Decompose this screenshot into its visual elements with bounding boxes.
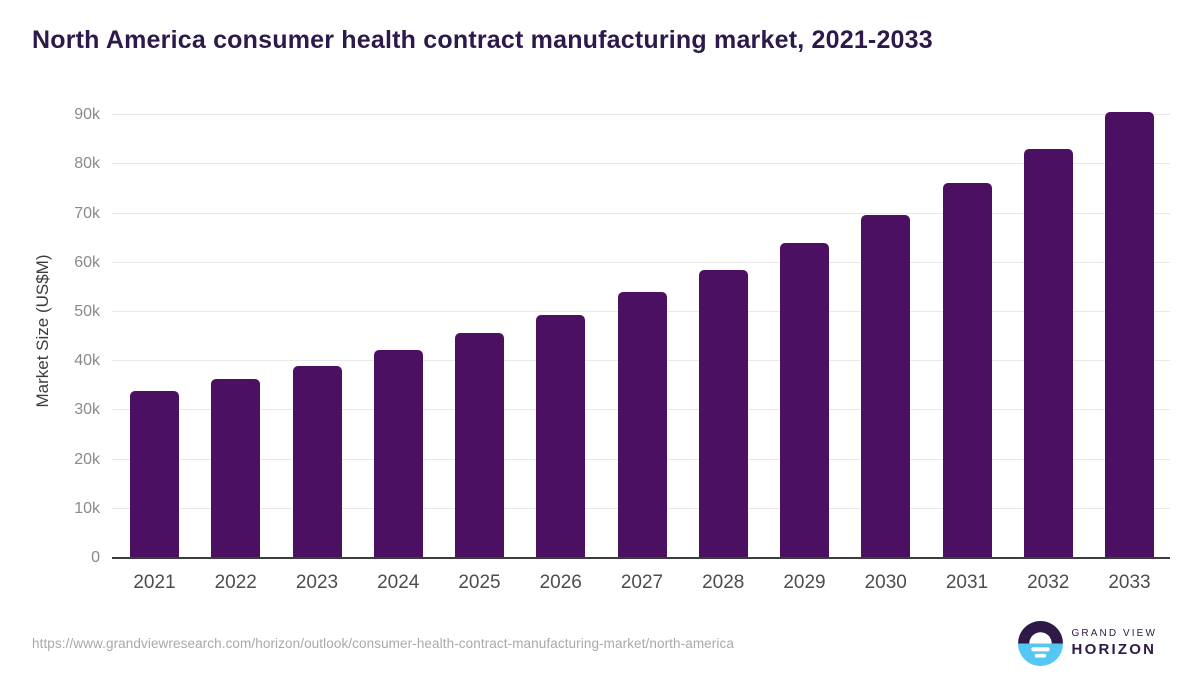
x-tick-label-2021: 2021 [133,572,176,593]
footer: https://www.grandviewresearch.com/horizo… [0,618,1200,668]
gridline-90k [112,114,1170,116]
x-tick-label-2023: 2023 [295,572,339,593]
grand-view-horizon-logo: GRAND VIEW HORIZON [1017,620,1157,666]
source-url: https://www.grandviewresearch.com/horizo… [32,635,734,651]
bar-2029[interactable] [780,242,829,558]
bar-2025[interactable] [455,333,504,558]
horizon-sunset-icon [1017,620,1063,666]
bar-2031[interactable] [942,182,992,558]
x-tick-label-2026: 2026 [539,572,582,593]
x-tick-label-2024: 2024 [377,572,420,593]
gridline-80k [112,163,1170,165]
gridline-70k [112,212,1170,214]
logo-horizon-label: HORIZON [1071,641,1157,658]
y-tick-label-50k: 50k [74,303,100,320]
x-axis-tick-labels: 2021 2022 2023 2024 2025 2026 2027 2028 2029 2030… [112,572,1170,594]
y-axis-tick-labels: 0 10k 20k 30k 40k 50k 60k 70k 80k 90k [0,105,100,566]
bar-2030[interactable] [861,214,911,558]
x-tick-label-2030: 2030 [864,572,907,593]
bar-2024[interactable] [373,350,423,558]
y-tick-label-20k: 20k [74,450,100,468]
x-tick-label-2031: 2031 [945,572,989,593]
bar-2032[interactable] [1023,148,1073,558]
y-tick-label-80k: 80k [74,155,100,173]
bar-2026[interactable] [536,314,586,558]
y-tick-label-10k: 10k [74,499,100,517]
x-tick-label-2022: 2022 [214,572,257,593]
y-tick-label-90k: 90k [74,106,100,124]
plot-area [112,105,1170,559]
x-tick-label-2029: 2029 [783,572,826,593]
bar-series [112,105,1170,558]
bar-2028[interactable] [698,269,748,558]
bar-2027[interactable] [617,292,667,558]
x-tick-label-2033: 2033 [1108,572,1151,593]
gridline-60k [112,261,1170,263]
bar-2021[interactable] [130,391,179,558]
y-tick-label-30k: 30k [74,401,100,419]
x-tick-label-2028: 2028 [702,572,745,593]
x-tick-label-2025: 2025 [458,572,501,593]
logo-text: GRAND VIEW HORIZON [1072,628,1157,658]
y-tick-label-70k: 70k [74,204,100,222]
chart-title: North America consumer health contract m… [32,26,933,54]
y-tick-label-40k: 40k [74,352,100,370]
x-tick-label-2027: 2027 [620,572,664,593]
y-tick-label-60k: 60k [74,253,100,271]
bar-2033[interactable] [1105,111,1154,558]
y-tick-label-0: 0 [91,549,100,566]
x-tick-label-2032: 2032 [1027,572,1070,593]
bar-2022[interactable] [211,379,261,558]
x-axis-line [112,557,1170,559]
bar-2023[interactable] [292,366,342,558]
logo-grand-view-label: GRAND VIEW [1071,628,1157,639]
